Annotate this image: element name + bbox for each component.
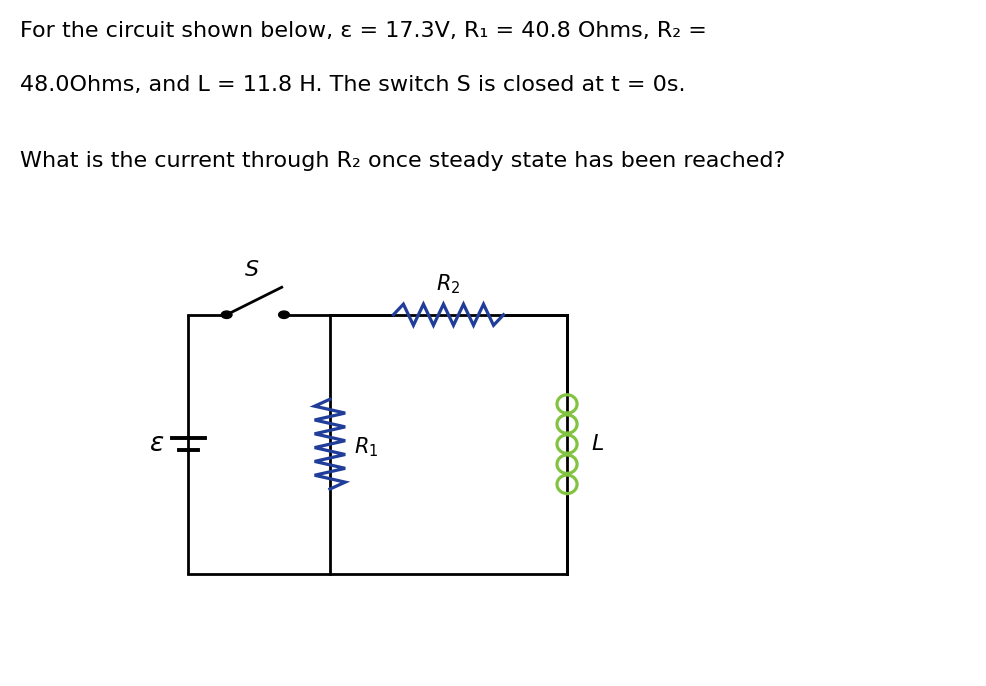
Text: L: L — [591, 434, 603, 454]
Circle shape — [278, 311, 289, 318]
Text: $R_1$: $R_1$ — [354, 435, 379, 459]
Circle shape — [221, 311, 232, 318]
Text: For the circuit shown below, ε = 17.3V, R₁ = 40.8 Ohms, R₂ =: For the circuit shown below, ε = 17.3V, … — [20, 21, 706, 40]
Text: 48.0Ohms, and L = 11.8 H. The switch S is closed at t = 0s.: 48.0Ohms, and L = 11.8 H. The switch S i… — [20, 75, 684, 95]
Text: S: S — [245, 261, 258, 281]
Text: $\varepsilon$: $\varepsilon$ — [149, 431, 164, 456]
Text: $R_2$: $R_2$ — [436, 272, 460, 296]
Text: What is the current through R₂ once steady state has been reached?: What is the current through R₂ once stea… — [20, 151, 784, 171]
